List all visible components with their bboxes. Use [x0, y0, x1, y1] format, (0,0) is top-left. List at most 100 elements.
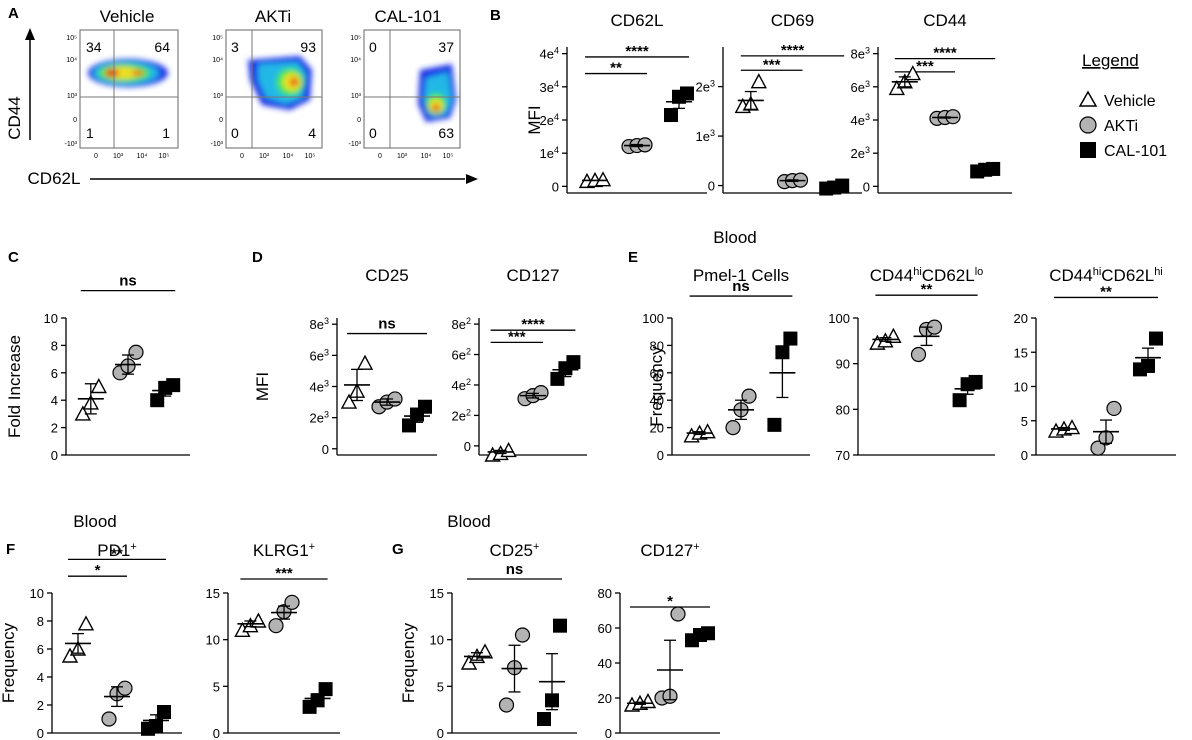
flow-x-tick-label: 0: [378, 153, 382, 160]
y-tick-label: 0: [51, 448, 58, 463]
y-tick-label: 70: [836, 448, 850, 463]
tick-mantissa: 4e: [452, 378, 466, 393]
flow-x-tick-label: 10³: [397, 153, 408, 160]
scatter-panel-e2: CD44hiCD62Llo 70 80 90 100 **: [828, 266, 995, 463]
y-tick-label: 8e2: [452, 316, 471, 332]
scatter-panel-c: C Fold Increase 0 2 4 6 8 10 ns: [5, 249, 190, 463]
flow-y-tick-label: 10⁵: [212, 35, 223, 42]
y-tick-label: 40: [598, 656, 612, 671]
flow-xlabel: CD62L: [28, 169, 81, 188]
flow-y-tick-label: 10³: [67, 93, 78, 100]
flow-x-tick-label: 10⁵: [443, 153, 454, 160]
title-main: KLRG1: [253, 541, 309, 560]
data-point-circle: [910, 346, 927, 363]
y-tick-label: 10: [1014, 380, 1028, 395]
y-axis-label: Frequency: [399, 622, 418, 703]
data-point-triangle: [594, 171, 612, 187]
data-point-triangle: [885, 327, 902, 343]
tick-exponent: 4: [554, 112, 559, 122]
flow-x-tick-label: 10⁴: [421, 153, 432, 160]
title-main: CD69: [771, 11, 814, 30]
data-point-triangle: [77, 615, 95, 631]
flow-plot-cal101: 0 37 0 63: [363, 29, 461, 149]
y-tick-label: 0: [552, 179, 559, 194]
y-tick-label: 0: [708, 179, 715, 194]
data-point-circle: [128, 344, 144, 360]
flow-y-arrowhead: [25, 28, 35, 40]
y-tick-label: 15: [430, 586, 444, 601]
y-tick-label: 0: [322, 442, 329, 457]
y-tick-label: 2e3: [851, 145, 870, 161]
y-tick-label: 2: [51, 421, 58, 436]
tick-mantissa: 6e: [310, 348, 324, 363]
y-tick-label: 4e3: [851, 112, 870, 128]
tick-exponent: 2: [466, 316, 471, 326]
tick-mantissa: 1e: [696, 129, 710, 144]
panel-header: Blood: [713, 228, 756, 247]
title-superscript: +: [309, 541, 315, 553]
flow-y-tick-label: 10⁵: [350, 35, 361, 42]
tick-exponent: 3: [324, 379, 329, 389]
legend-item-vehicle: Vehicle: [1078, 90, 1156, 110]
y-tick-label: 20: [598, 691, 612, 706]
flow-y-tick-label: 0: [357, 117, 361, 124]
y-tick-label: 8e3: [851, 46, 870, 62]
flow-quad-bl: 1: [86, 125, 94, 141]
y-axis-label: Fold Increase: [5, 335, 24, 438]
scatter-panels: B CD62LMFI01e42e43e44e4******CD6901e32e3*…: [0, 7, 1176, 740]
y-tick-label: 60: [598, 621, 612, 636]
tick-exponent: 3: [865, 46, 870, 56]
tick-mantissa: 2e: [452, 408, 466, 423]
legend-triangle-marker: [1078, 90, 1098, 107]
flow-x-tick-label: 10⁵: [305, 153, 316, 160]
data-point-square: [537, 712, 551, 726]
y-tick-label: 20: [650, 421, 664, 436]
y-tick-label: 6: [51, 366, 58, 381]
title-main: CD127: [640, 541, 693, 560]
legend-title: Legend: [1082, 51, 1139, 70]
significance-label: ***: [916, 58, 934, 75]
flow-x-tick-label: 10³: [259, 153, 270, 160]
tick-mantissa: 4e: [540, 47, 554, 62]
flow-y-tick-label: 10³: [351, 93, 362, 100]
y-tick-label: 15: [206, 586, 220, 601]
data-point-circle: [725, 420, 741, 436]
flow-plot-vehicle: 34 64 1 1: [79, 29, 179, 149]
y-tick-label: 4: [51, 393, 58, 408]
tick-mantissa: 3e: [540, 80, 554, 95]
data-point-square: [701, 626, 715, 641]
y-tick-label: 4: [37, 670, 44, 685]
significance-label: ns: [378, 316, 396, 333]
data-point-triangle: [356, 354, 374, 370]
y-tick-label: 2e3: [696, 79, 715, 95]
y-tick-label: 4e2: [452, 377, 471, 393]
y-tick-label: 10: [30, 586, 44, 601]
tick-mantissa: 2e: [696, 80, 710, 95]
y-tick-label: 5: [437, 679, 444, 694]
flow-x-tick-label: 10³: [113, 153, 124, 160]
flow-ticks: 0 10³ 10⁴ 10⁵ 10⁵ 10⁴ 10³ 0 -10³ 0 10³ 10⁴ 10⁵ 10⁵ 10⁴…: [65, 35, 454, 160]
flow-y-tick-label: 10⁴: [350, 57, 361, 64]
y-axis-label: MFI: [253, 372, 272, 401]
panel-title: CD44hiCD62Llo: [870, 266, 984, 285]
flow-quad-bl: 0: [231, 125, 239, 141]
y-tick-label: 60: [650, 366, 664, 381]
y-tick-label: 6: [37, 642, 44, 657]
data-point-square: [986, 161, 1001, 176]
y-tick-label: 4e4: [540, 46, 559, 62]
flow-quad-tr: 37: [438, 39, 454, 55]
data-point-circle: [1106, 400, 1122, 417]
flow-y-tick-label: 0: [219, 117, 223, 124]
data-point-triangle: [476, 643, 494, 659]
title-main: CD44: [923, 11, 966, 30]
y-tick-label: 2e4: [540, 112, 559, 128]
flow-quad-tl: 34: [86, 39, 102, 55]
data-point-circle: [670, 606, 686, 622]
panel-title: CD44: [923, 11, 966, 30]
legend-item-akti: AKTi: [1079, 116, 1138, 135]
flow-x-tick-label: 10⁵: [159, 153, 170, 160]
y-tick-label: 0: [37, 726, 44, 740]
